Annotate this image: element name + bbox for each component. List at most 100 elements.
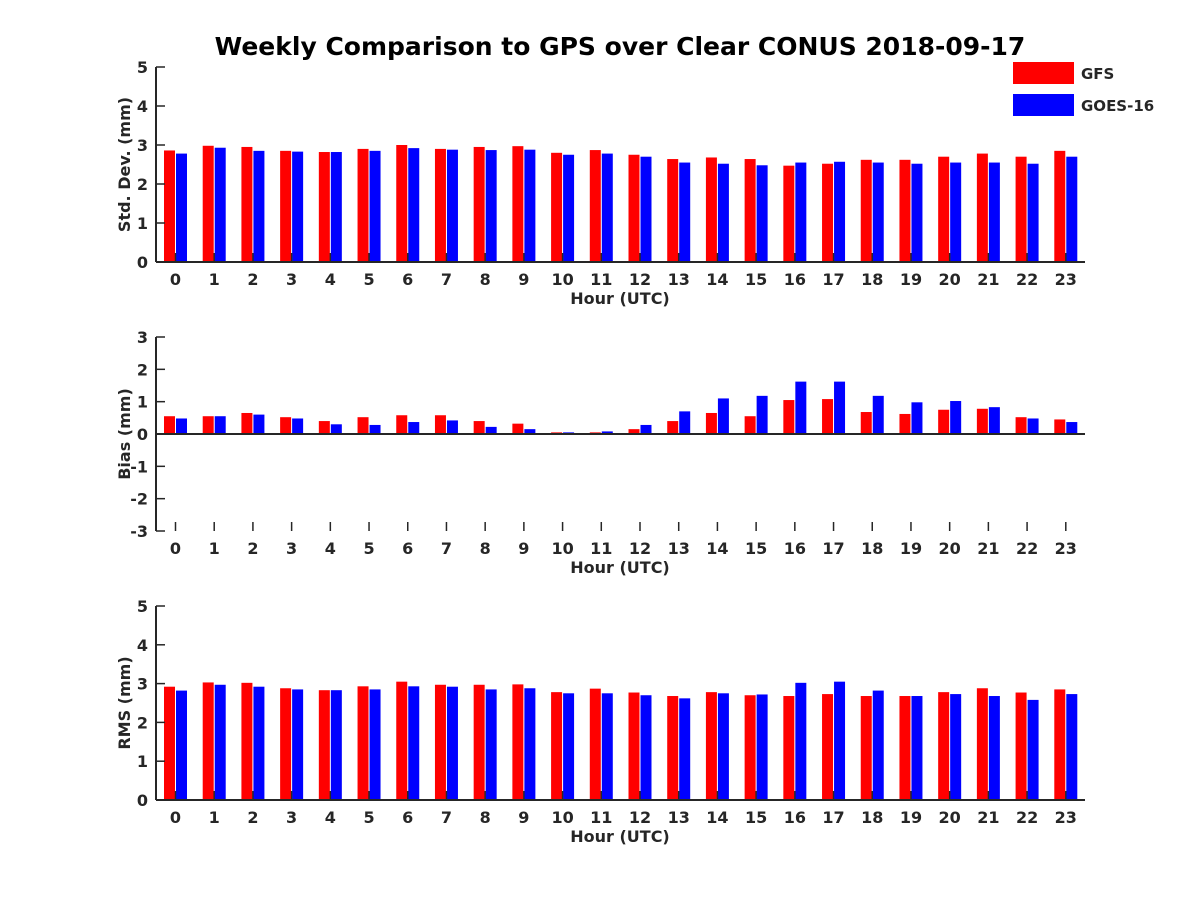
x-tick-label: 4 (325, 270, 336, 289)
bar-gfs-hour-0 (164, 686, 175, 800)
x-tick-label: 9 (518, 270, 529, 289)
bar-gfs-hour-19 (899, 413, 911, 434)
legend-label-gfs: GFS (1081, 65, 1114, 83)
bar-goes-16-hour-11 (601, 431, 613, 434)
bar-goes-16-hour-0 (176, 690, 187, 800)
bar-gfs-hour-10 (551, 692, 563, 800)
bar-goes-16-hour-21 (988, 696, 1000, 800)
legend-swatch-goes-16 (1013, 94, 1074, 116)
bar-goes-16-hour-1 (214, 684, 226, 800)
bar-goes-16-hour-22 (1027, 163, 1039, 262)
bar-gfs-hour-16 (783, 696, 795, 800)
bar-goes-16-hour-19 (911, 163, 923, 262)
bar-gfs-hour-17 (822, 399, 834, 434)
bar-gfs-hour-2 (241, 412, 253, 434)
bar-gfs-hour-10 (551, 152, 563, 262)
x-tick-label: 3 (286, 270, 297, 289)
bar-gfs-hour-21 (976, 688, 988, 800)
bar-gfs-hour-0 (164, 150, 175, 262)
x-tick-label: 22 (1016, 808, 1038, 827)
bar-gfs-hour-16 (783, 400, 795, 434)
bar-gfs-hour-13 (667, 159, 679, 262)
x-tick-label: 11 (590, 808, 612, 827)
legend-label-goes-16: GOES-16 (1081, 97, 1154, 115)
bar-goes-16-hour-15 (756, 694, 768, 800)
bar-goes-16-hour-22 (1027, 418, 1039, 434)
bar-gfs-hour-7 (434, 148, 446, 262)
y-tick-label: 2 (137, 175, 148, 194)
bar-goes-16-hour-20 (950, 162, 962, 262)
bar-gfs-hour-21 (976, 408, 988, 434)
bar-goes-16-hour-6 (408, 148, 420, 262)
x-tick-label: 4 (325, 808, 336, 827)
bar-goes-16-hour-21 (988, 407, 1000, 434)
x-tick-label: 22 (1016, 539, 1038, 558)
y-tick-label: 5 (137, 597, 148, 616)
bar-goes-16-hour-17 (834, 161, 846, 262)
legend-swatch-gfs (1013, 62, 1074, 84)
x-tick-label: 1 (209, 808, 220, 827)
bar-gfs-hour-6 (396, 681, 408, 800)
bar-goes-16-hour-23 (1066, 694, 1078, 800)
x-tick-label: 11 (590, 539, 612, 558)
bar-goes-16-hour-18 (872, 162, 884, 262)
y-tick-label: 3 (137, 328, 148, 347)
bar-goes-16-hour-0 (176, 418, 187, 434)
x-tick-label: 10 (551, 270, 573, 289)
bar-gfs-hour-12 (628, 692, 640, 800)
bar-gfs-hour-23 (1054, 689, 1066, 800)
bar-goes-16-hour-2 (253, 150, 265, 262)
bar-gfs-hour-17 (822, 163, 834, 262)
bar-gfs-hour-4 (318, 421, 330, 434)
bar-goes-16-hour-19 (911, 696, 923, 800)
bar-gfs-hour-23 (1054, 150, 1066, 262)
y-tick-label: -2 (130, 490, 148, 509)
bar-goes-16-hour-4 (330, 424, 342, 434)
y-tick-label: 2 (137, 713, 148, 732)
bar-goes-16-hour-1 (214, 147, 226, 262)
y-tick-label: 1 (137, 214, 148, 233)
bar-goes-16-hour-12 (640, 695, 652, 800)
bar-goes-16-hour-16 (795, 381, 807, 434)
bar-gfs-hour-9 (512, 146, 524, 262)
x-tick-label: 5 (363, 808, 374, 827)
x-tick-label: 1 (209, 539, 220, 558)
bar-goes-16-hour-7 (446, 686, 458, 800)
bar-gfs-hour-19 (899, 159, 911, 262)
bar-goes-16-hour-20 (950, 694, 962, 800)
bar-gfs-hour-2 (241, 146, 253, 262)
bar-goes-16-hour-13 (679, 411, 691, 434)
bar-gfs-hour-7 (434, 415, 446, 434)
x-tick-label: 0 (170, 808, 181, 827)
bar-gfs-hour-11 (589, 150, 601, 262)
x-tick-label: 14 (706, 270, 728, 289)
bar-gfs-hour-8 (473, 146, 485, 262)
x-tick-label: 2 (247, 808, 258, 827)
x-tick-label: 6 (402, 808, 413, 827)
chart-title: Weekly Comparison to GPS over Clear CONU… (215, 32, 1026, 61)
bar-gfs-hour-13 (667, 696, 679, 800)
x-tick-label: 9 (518, 539, 529, 558)
x-tick-label: 13 (668, 808, 690, 827)
bar-gfs-hour-18 (860, 696, 872, 800)
x-tick-label: 21 (977, 539, 999, 558)
x-axis-label: Hour (UTC) (570, 289, 670, 308)
bar-goes-16-hour-8 (485, 426, 497, 434)
x-tick-label: 17 (822, 539, 844, 558)
x-tick-label: 0 (170, 270, 181, 289)
x-tick-label: 21 (977, 270, 999, 289)
bar-goes-16-hour-14 (717, 693, 729, 800)
x-tick-label: 5 (363, 270, 374, 289)
x-tick-label: 14 (706, 808, 728, 827)
y-tick-label: 3 (137, 136, 148, 155)
bar-gfs-hour-2 (241, 682, 253, 800)
x-tick-label: 14 (706, 539, 728, 558)
bar-goes-16-hour-2 (253, 686, 265, 800)
bar-gfs-hour-5 (357, 148, 369, 262)
bar-goes-16-hour-8 (485, 150, 497, 262)
x-tick-label: 19 (900, 539, 922, 558)
y-tick-label: 4 (137, 97, 148, 116)
bar-gfs-hour-3 (280, 417, 292, 434)
y-axis-label: Std. Dev. (mm) (115, 97, 134, 232)
